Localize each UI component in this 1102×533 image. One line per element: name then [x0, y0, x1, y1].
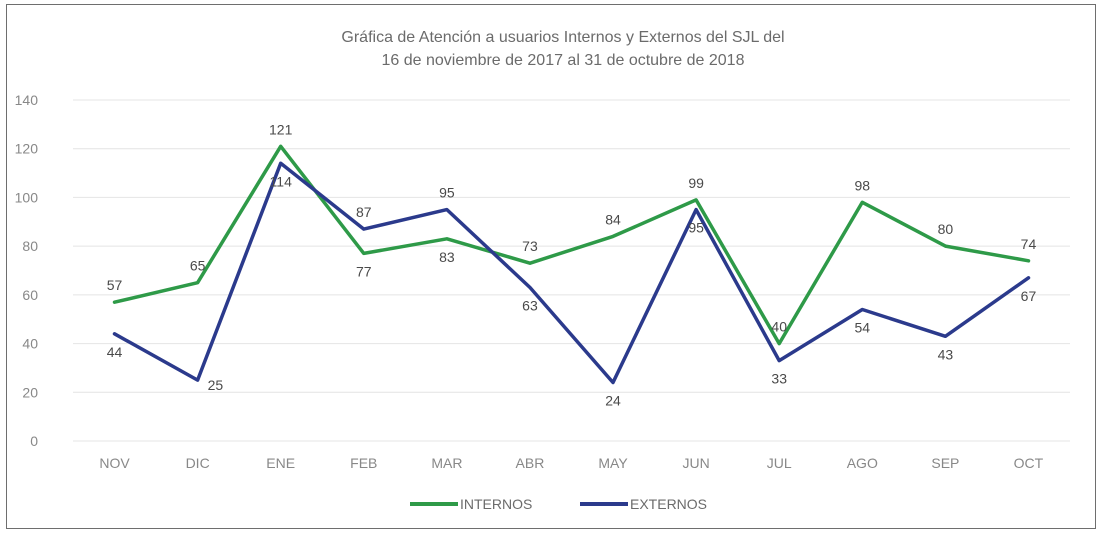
data-label-externos: 24 — [605, 393, 621, 409]
x-tick-label: SEP — [931, 455, 959, 471]
y-tick-label: 40 — [22, 336, 38, 352]
x-tick-label: AGO — [847, 455, 878, 471]
series-lines — [112, 144, 1031, 385]
y-axis-ticks: 0 20 40 60 80 100 120 140 — [15, 92, 39, 449]
x-tick-label: NOV — [99, 455, 130, 471]
data-label-internos: 80 — [938, 221, 954, 237]
data-label-internos: 121 — [269, 121, 293, 137]
data-label-internos: 84 — [605, 211, 621, 227]
legend: INTERNOS EXTERNOS — [410, 496, 707, 512]
data-label-internos: 74 — [1021, 236, 1037, 252]
series-line-externos — [112, 161, 1031, 385]
y-tick-label: 60 — [22, 287, 38, 303]
x-tick-label: MAR — [431, 455, 462, 471]
series-line-internos — [112, 144, 1031, 346]
data-label-externos: 114 — [270, 173, 293, 189]
gridlines — [73, 99, 1070, 442]
data-label-internos: 40 — [771, 319, 787, 335]
data-label-externos: 44 — [107, 344, 123, 360]
x-tick-label: ENE — [266, 455, 295, 471]
chart-title-line-1: Gráfica de Atención a usuarios Internos … — [341, 29, 784, 46]
data-label-externos: 33 — [771, 371, 787, 387]
data-label-externos: 54 — [855, 319, 871, 335]
data-label-internos: 57 — [107, 277, 123, 293]
y-tick-label: 0 — [30, 433, 38, 449]
data-label-internos: 83 — [439, 249, 455, 265]
data-label-internos: 65 — [190, 258, 206, 274]
y-tick-label: 20 — [22, 384, 38, 400]
data-label-externos: 43 — [938, 346, 954, 362]
x-axis-ticks: NOV DIC ENE FEB MAR ABR MAY JUN JUL AGO SEP OCT — [99, 455, 1043, 471]
x-tick-label: JUL — [767, 455, 792, 471]
legend-label: EXTERNOS — [630, 496, 707, 512]
x-tick-label: DIC — [186, 455, 210, 471]
data-label-externos: 25 — [208, 377, 224, 393]
y-tick-label: 100 — [15, 189, 39, 205]
data-label-internos: 99 — [688, 175, 704, 191]
data-label-internos: 98 — [855, 177, 871, 193]
y-tick-label: 120 — [15, 141, 39, 157]
y-tick-label: 140 — [15, 92, 39, 108]
data-label-externos: 95 — [688, 220, 704, 236]
x-tick-label: ABR — [516, 455, 545, 471]
data-label-internos: 73 — [522, 238, 538, 254]
data-label-externos: 87 — [356, 204, 372, 220]
x-tick-label: OCT — [1014, 455, 1044, 471]
x-tick-label: FEB — [350, 455, 377, 471]
chart-title-line-2: 16 de noviembre de 2017 al 31 de octubre… — [382, 52, 745, 69]
x-tick-label: JUN — [683, 455, 710, 471]
data-label-externos: 67 — [1021, 288, 1037, 304]
legend-label: INTERNOS — [460, 496, 532, 512]
data-label-internos: 77 — [356, 263, 372, 279]
data-label-externos: 63 — [522, 298, 538, 314]
x-tick-label: MAY — [598, 455, 628, 471]
y-tick-label: 80 — [22, 238, 38, 254]
data-labels: 57 65 121 77 83 73 84 99 40 98 80 74 44 25 114 87 95 63 24… — [107, 121, 1037, 408]
data-label-externos: 95 — [439, 185, 455, 201]
